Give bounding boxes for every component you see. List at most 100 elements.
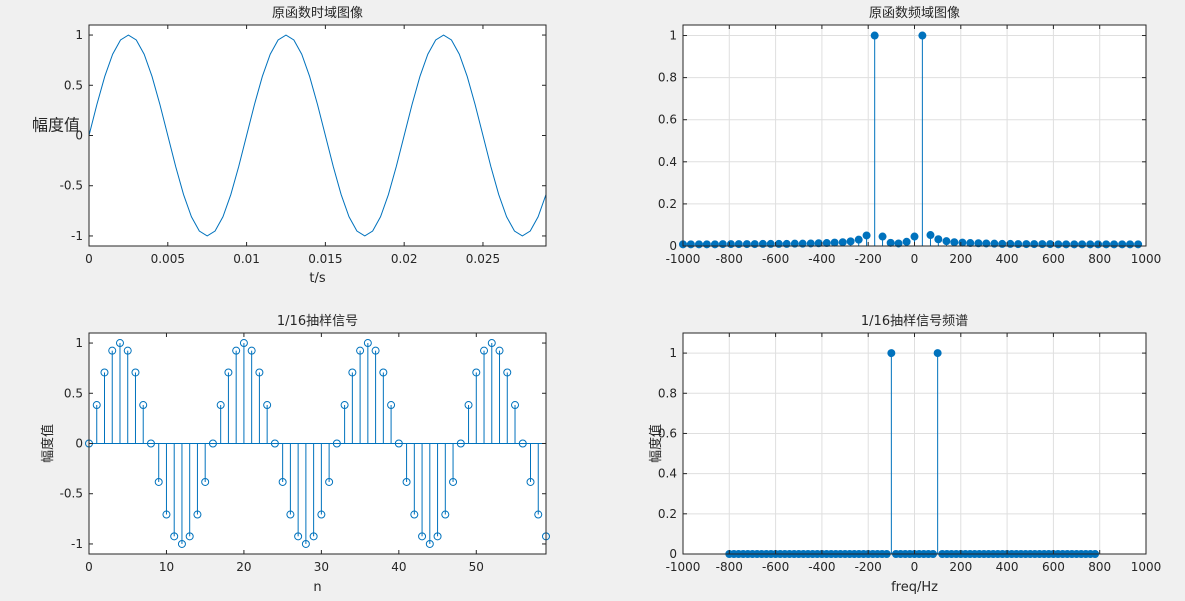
y-tick-label: 0.8 [658, 386, 677, 400]
stem-marker [410, 510, 419, 519]
stem-marker [317, 510, 326, 519]
stem-marker [933, 349, 942, 358]
stem-marker [92, 401, 101, 410]
stem-marker [332, 439, 341, 448]
x-axis-label: t/s [309, 271, 325, 286]
stem-marker [870, 31, 879, 40]
stem-marker [139, 401, 148, 410]
stem-marker [982, 239, 991, 248]
x-tick-label: -400 [808, 560, 835, 574]
stem-marker [464, 401, 473, 410]
stem-marker [301, 539, 310, 548]
stem-marker [449, 477, 458, 486]
stem-marker [170, 532, 179, 541]
y-tick-label: -1 [71, 229, 83, 243]
x-tick-label: -200 [855, 252, 882, 266]
stem-marker [534, 510, 543, 519]
stem-marker [894, 239, 903, 248]
stem-marker [1022, 240, 1031, 249]
y-tick-label: 0.6 [658, 426, 677, 440]
stem-marker [208, 439, 217, 448]
chart-title: 1/16抽样信号 [277, 314, 358, 329]
stem-marker [1094, 240, 1103, 249]
stem-marker [387, 401, 396, 410]
y-tick-label: 0.4 [658, 155, 677, 169]
x-tick-label: 1000 [1131, 560, 1162, 574]
stem-marker [718, 240, 727, 249]
stem-marker [902, 237, 911, 246]
stem-marker [862, 231, 871, 240]
stem-marker [162, 510, 171, 519]
y-axis-label: 幅度值 [40, 424, 56, 463]
y-tick-label: -1 [71, 537, 83, 551]
stem-marker [185, 532, 194, 541]
stem-marker [247, 346, 256, 355]
stem-marker [441, 510, 450, 519]
chart-title: 原函数频域图像 [869, 6, 960, 21]
stem-marker [511, 401, 520, 410]
stem-marker [526, 477, 535, 486]
stem-marker [750, 240, 759, 249]
y-tick-label: 0.8 [658, 71, 677, 85]
x-tick-label: 400 [996, 560, 1019, 574]
stem-marker [503, 368, 512, 377]
stem-marker [910, 232, 919, 241]
stem-marker [734, 240, 743, 249]
stem-marker [518, 439, 527, 448]
x-tick-label: -400 [808, 252, 835, 266]
x-tick-label: 50 [469, 560, 484, 574]
stem-marker [1046, 240, 1055, 249]
y-tick-label: -0.5 [60, 487, 83, 501]
stem-marker [340, 401, 349, 410]
y-tick-label: 0.4 [658, 467, 677, 481]
x-tick-label: 0 [85, 560, 93, 574]
stem-marker [433, 532, 442, 541]
x-tick-label: -800 [716, 252, 743, 266]
stem-marker [1054, 240, 1063, 249]
series-line [88, 34, 547, 237]
axes-background [89, 25, 546, 246]
y-tick-label: 0.5 [64, 78, 83, 92]
stem-marker [263, 401, 272, 410]
stem-marker [294, 532, 303, 541]
y-tick-label: 1 [75, 28, 83, 42]
stem-marker [726, 240, 735, 249]
y-tick-label: 1 [669, 346, 677, 360]
stem-marker [216, 401, 225, 410]
stem-marker [1126, 240, 1135, 249]
stem-marker [742, 240, 751, 249]
x-tick-label: 0.01 [233, 252, 260, 266]
stem-marker [838, 238, 847, 247]
stem-marker [1070, 240, 1079, 249]
x-tick-label: 30 [314, 560, 329, 574]
stem-marker [790, 239, 799, 248]
y-tick-label: 0 [669, 239, 677, 253]
stem-marker [950, 238, 959, 247]
stem-marker [255, 368, 264, 377]
stem-marker [1110, 240, 1119, 249]
x-tick-label: 0.025 [466, 252, 500, 266]
stem-marker [232, 346, 241, 355]
stem-marker [846, 237, 855, 246]
x-tick-label: 800 [1088, 252, 1111, 266]
stem-marker [934, 235, 943, 244]
stem-marker [123, 346, 132, 355]
chart-3 [85, 332, 550, 555]
stem-marker [806, 239, 815, 248]
stem-marker [686, 240, 695, 249]
x-tick-label: 0.02 [391, 252, 418, 266]
stem-marker [472, 368, 481, 377]
stem-marker [974, 239, 983, 248]
stem-marker [1030, 240, 1039, 249]
x-axis-label: freq/Hz [891, 580, 938, 595]
y-axis-label: 幅度值 [32, 116, 80, 135]
stem-marker [356, 346, 365, 355]
y-tick-label: 0.2 [658, 197, 677, 211]
stem-marker [878, 232, 887, 241]
stem-marker [1086, 240, 1095, 249]
x-tick-label: 600 [1042, 560, 1065, 574]
x-tick-label: 0.005 [151, 252, 185, 266]
stem-marker [394, 439, 403, 448]
stem-marker [990, 239, 999, 248]
stem-marker [154, 477, 163, 486]
